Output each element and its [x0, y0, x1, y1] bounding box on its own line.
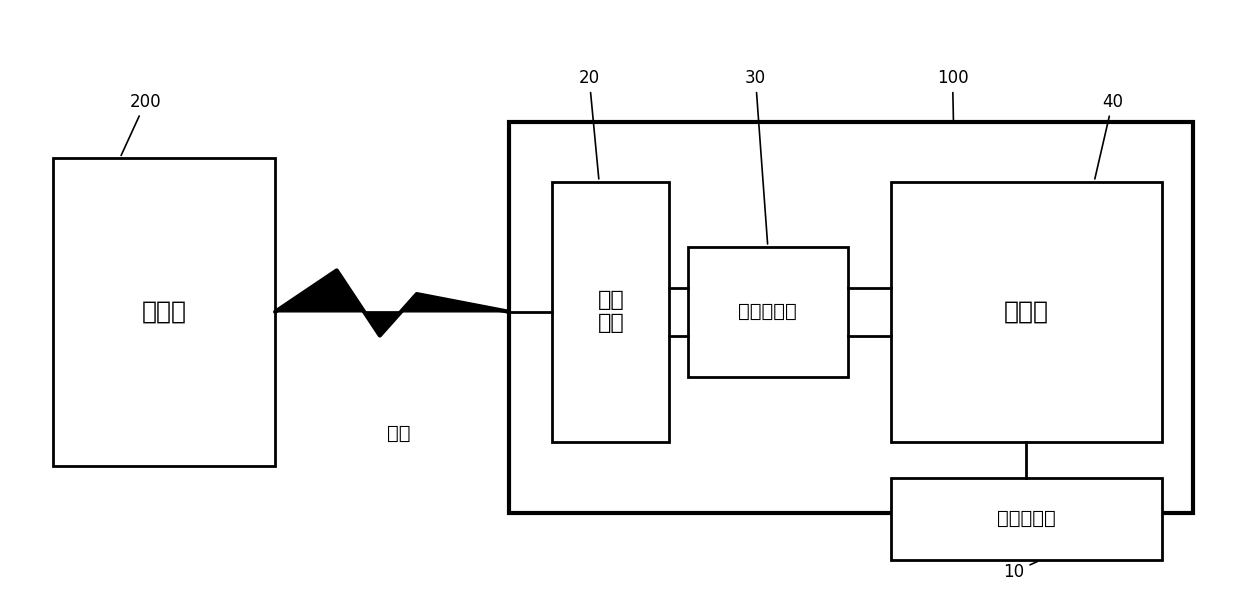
Text: 通讯
模组: 通讯 模组 [598, 290, 624, 334]
Text: 40: 40 [1095, 92, 1123, 179]
Text: 20: 20 [579, 69, 600, 179]
Bar [510, 122, 1193, 513]
Polygon shape [275, 271, 510, 335]
Text: 30: 30 [745, 69, 768, 244]
Bar [892, 478, 1162, 560]
Bar [688, 247, 848, 377]
Text: 控制器: 控制器 [1004, 300, 1049, 324]
Text: 读取器: 读取器 [141, 300, 187, 324]
Text: 感应: 感应 [387, 424, 410, 443]
Bar [552, 182, 670, 442]
Text: 电源供应器: 电源供应器 [739, 302, 797, 322]
Text: 10: 10 [1003, 562, 1038, 581]
Text: 100: 100 [936, 69, 968, 120]
Bar [892, 182, 1162, 442]
Text: 音讯接收器: 音讯接收器 [997, 509, 1055, 529]
Text: 200: 200 [122, 92, 161, 155]
Bar [53, 158, 275, 466]
